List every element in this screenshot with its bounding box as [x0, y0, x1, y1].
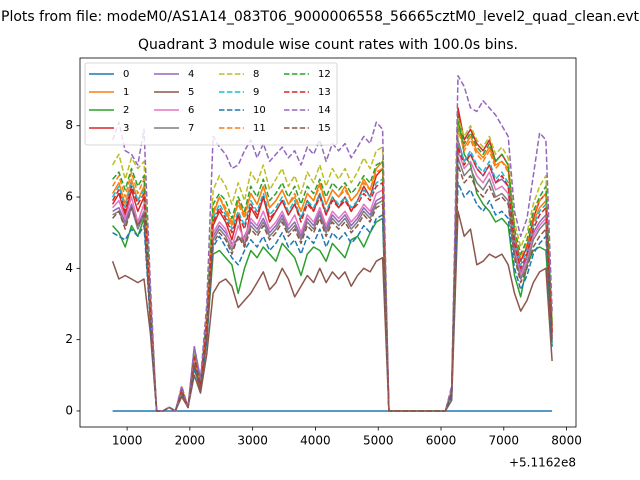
legend-label-7: 7 [188, 123, 194, 134]
chart-title: Quadrant 3 module wise count rates with … [138, 37, 518, 53]
legend-label-11: 11 [253, 123, 266, 134]
legend-label-10: 10 [253, 105, 266, 116]
plot-frame [79, 57, 577, 428]
legend-label-6: 6 [188, 105, 194, 116]
x-tick-label: 6000 [426, 434, 457, 448]
x-tick-label: 7000 [489, 434, 520, 448]
legend-label-3: 3 [123, 123, 129, 134]
y-tick-label: 2 [65, 332, 73, 346]
legend-label-14: 14 [318, 105, 331, 116]
series-line-8 [111, 117, 553, 412]
legend-label-0: 0 [123, 69, 129, 80]
x-tick-label: 3000 [237, 434, 268, 448]
x-tick-label: 5000 [363, 434, 394, 448]
legend-label-13: 13 [318, 87, 331, 98]
x-axis: 1000 2000 3000 4000 5000 6000 7000 8000 [112, 427, 582, 448]
series-line-14 [111, 75, 553, 412]
legend-label-5: 5 [188, 87, 194, 98]
x-tick-label: 1000 [112, 434, 143, 448]
legend-label-12: 12 [318, 69, 331, 80]
y-tick-label: 6 [65, 190, 73, 204]
legend-frame [84, 62, 338, 146]
figure-suptitle: Plots from file: modeM0/AS1A14_083T06_90… [1, 9, 639, 25]
legend-label-8: 8 [253, 69, 259, 80]
y-tick-label: 8 [65, 118, 73, 132]
x-tick-label: 8000 [551, 434, 582, 448]
legend-label-2: 2 [123, 105, 129, 116]
series-line-12 [112, 121, 553, 412]
series-line-13 [111, 146, 553, 412]
series-layer [111, 75, 553, 412]
y-axis: 0 2 4 6 8 [65, 118, 80, 417]
y-tick-label: 4 [65, 261, 73, 275]
x-tick-label: 4000 [300, 434, 331, 448]
legend-label-15: 15 [318, 123, 331, 134]
x-axis-offset-label: +5.1162e8 [509, 456, 576, 470]
legend-label-1: 1 [123, 87, 129, 98]
legend-label-4: 4 [188, 69, 194, 80]
legend-label-9: 9 [253, 87, 259, 98]
x-tick-label: 2000 [175, 434, 206, 448]
y-tick-label: 0 [65, 403, 73, 417]
series-line-15 [112, 164, 553, 412]
